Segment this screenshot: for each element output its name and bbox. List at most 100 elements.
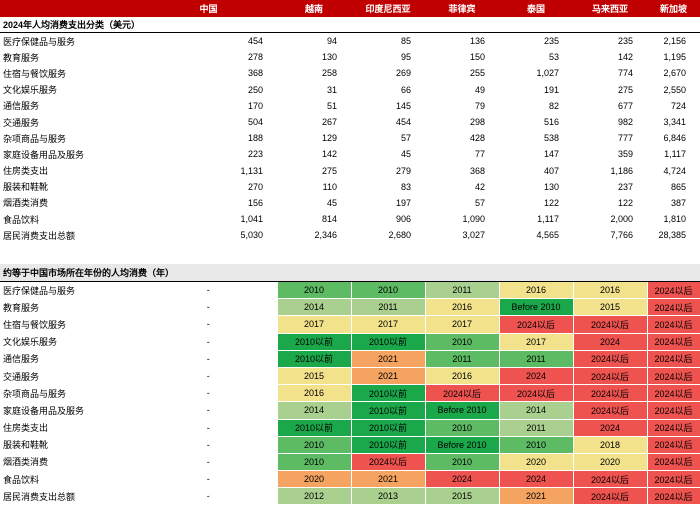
year-cell: 2016 [424, 366, 500, 386]
row-label: 食品饮料 [3, 474, 40, 485]
value-cell: 31 [326, 84, 337, 95]
value-cell: 95 [400, 52, 411, 63]
year-cell: 2010 [424, 418, 500, 437]
value-cell: 77 [474, 149, 485, 160]
row-label: 服装和鞋靴 [3, 440, 49, 451]
row-label: 通信服务 [3, 101, 40, 112]
value-cell: 57 [474, 197, 485, 208]
year-cell: 2024以后 [646, 280, 700, 300]
year-cell: 2016 [498, 280, 574, 300]
value-cell: 79 [474, 100, 485, 111]
year-cell: 2024以后 [646, 401, 700, 420]
table-row: 家庭设备用品及服务 223 142 45 77 147 359 1,117 [0, 146, 700, 162]
header-country: 菲律宾 [425, 0, 499, 17]
value-cell: 1,186 [610, 165, 633, 176]
china-cell: - [206, 474, 210, 485]
header-blank [0, 0, 140, 17]
row-label: 住房类支出 [3, 423, 49, 434]
year-cell: 2024以后 [350, 452, 426, 472]
table-row: 食品饮料 -2020 2021 2024 2024 2024以后 2024以后 [0, 470, 700, 489]
value-cell: 235 [617, 36, 633, 47]
year-cell: 2018 [572, 435, 648, 454]
year-cell: 2024以后 [572, 384, 648, 403]
value-cell: 368 [469, 165, 485, 176]
table-row: 服装和鞋靴 -2010 2010以前 Before 2010 2010 2018 2024以… [0, 435, 700, 454]
year-cell: 2024以后 [646, 418, 700, 437]
value-cell: 3,027 [462, 230, 485, 241]
row-label: 家庭设备用品及服务 [3, 405, 85, 416]
value-cell: 269 [395, 68, 411, 79]
table-row: 食品饮料 1,041 814 906 1,090 1,117 2,000 1,810 [0, 211, 700, 227]
row-label: 服装和鞋靴 [3, 182, 49, 193]
value-cell: 387 [670, 197, 686, 208]
value-cell: 1,090 [462, 214, 485, 225]
year-cell: 2013 [350, 487, 426, 505]
header-country: 印度尼西亚 [351, 0, 425, 17]
year-cell: 2024以后 [424, 384, 500, 403]
value-cell: 279 [395, 165, 411, 176]
year-cell: 2021 [350, 349, 426, 368]
value-cell: 45 [326, 197, 337, 208]
value-cell: 4,724 [663, 165, 686, 176]
row-label: 文化娱乐服务 [3, 85, 58, 96]
value-cell: 724 [670, 100, 686, 111]
year-cell: 2024以后 [646, 298, 700, 317]
value-cell: 255 [469, 68, 485, 79]
value-cell: 130 [321, 52, 337, 63]
year-cell: 2014 [498, 401, 574, 420]
year-cell: Before 2010 [424, 435, 500, 454]
china-cell: - [206, 371, 210, 382]
value-cell: 110 [322, 181, 337, 192]
value-cell: 66 [400, 84, 411, 95]
equivalent-section-title: 约等于中国市场所在年份的人均消费（年） [0, 264, 700, 282]
value-cell: 454 [395, 117, 411, 128]
table-row: 杂项商品与服务 188 129 57 428 538 777 6,846 [0, 130, 700, 146]
value-cell: 298 [469, 117, 485, 128]
value-cell: 53 [548, 52, 559, 63]
table-row: 教育服务 278 130 95 150 53 142 1,195 [0, 49, 700, 65]
value-cell: 3,341 [663, 117, 686, 128]
row-label: 烟酒类消费 [3, 198, 49, 209]
table-row: 居民消费支出总额 -2012 2013 2015 2021 2024以后 2024以后 [0, 487, 700, 505]
row-label: 交通服务 [3, 117, 40, 128]
value-cell: 278 [247, 52, 263, 63]
year-cell: 2017 [350, 315, 426, 334]
year-cell: 2015 [572, 298, 648, 317]
year-cell: Before 2010 [424, 401, 500, 420]
china-cell: - [206, 405, 210, 416]
row-label: 居民消费支出总额 [3, 491, 76, 502]
value-cell: 235 [543, 36, 559, 47]
year-cell: 2010以前 [276, 418, 352, 437]
year-cell: 2014 [276, 401, 352, 420]
value-cell: 94 [326, 36, 337, 47]
year-cell: 2017 [276, 315, 352, 334]
table-row: 医疗保健品与服务 -2010 2010 2011 2016 2016 2024以后 [0, 280, 700, 300]
year-cell: 2016 [424, 298, 500, 317]
value-cell: 83 [400, 181, 411, 192]
value-cell: 122 [617, 197, 633, 208]
year-cell: 2011 [424, 280, 500, 300]
year-cell: 2024 [498, 366, 574, 386]
year-cell: 2024以后 [646, 452, 700, 472]
value-cell: 814 [321, 214, 337, 225]
value-cell: 49 [474, 84, 485, 95]
year-cell: 2024以后 [646, 384, 700, 403]
year-cell: 2011 [350, 298, 426, 317]
header-country: 中国 [140, 0, 277, 17]
value-cell: 4,565 [536, 230, 559, 241]
value-cell: 28,385 [658, 230, 686, 241]
row-label: 住房类支出 [3, 166, 49, 177]
row-label: 住宿与餐饮服务 [3, 319, 67, 330]
value-cell: 57 [400, 133, 411, 144]
row-label: 家庭设备用品及服务 [3, 149, 85, 160]
table-row: 文化娱乐服务 250 31 66 49 191 275 2,550 [0, 82, 700, 98]
value-cell: 85 [400, 36, 411, 47]
value-cell: 428 [469, 133, 485, 144]
row-label: 食品饮料 [3, 214, 40, 225]
row-label: 教育服务 [3, 52, 40, 63]
china-cell: - [206, 388, 210, 399]
table-row: 医疗保健品与服务 454 94 85 136 235 235 2,156 [0, 33, 700, 50]
value-cell: 275 [321, 165, 337, 176]
value-cell: 156 [247, 197, 263, 208]
